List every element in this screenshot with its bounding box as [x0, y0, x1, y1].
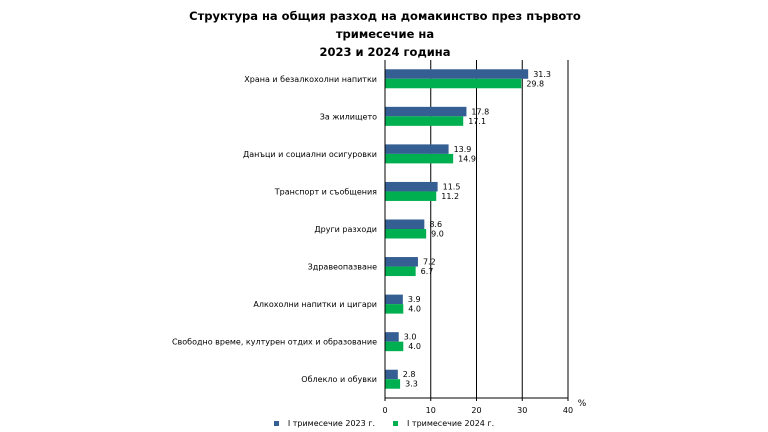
bar-series2 [385, 191, 437, 201]
x-tick-label: 20 [471, 406, 481, 415]
bar-series1 [385, 332, 399, 342]
bar-series1 [385, 294, 403, 305]
data-label: 4.0 [408, 342, 421, 351]
data-label: 31.3 [533, 70, 551, 79]
data-label: 11.5 [443, 182, 461, 191]
data-label: 8.6 [429, 220, 442, 229]
legend-item-2023: I тримесечие 2023 г. [273, 419, 375, 428]
unit-label: % [578, 399, 587, 409]
bar-series1 [385, 257, 418, 267]
data-label: 3.0 [404, 333, 417, 342]
bar-series1 [385, 219, 425, 229]
data-label: 9.0 [431, 230, 444, 239]
legend-swatch-2024 [393, 421, 398, 426]
bar-series2 [385, 153, 454, 164]
category-label: Алкохолни напитки и цигари [253, 300, 377, 309]
category-label: Данъци и социални осигуровки [243, 150, 377, 159]
legend-label-2024: I тримесечие 2024 г. [407, 419, 495, 428]
category-label: Транспорт и съобщения [274, 187, 377, 196]
data-label: 3.9 [408, 295, 421, 304]
bar-series1 [385, 181, 438, 192]
data-label: 3.3 [405, 380, 418, 389]
category-label: Облекло и обувки [301, 375, 377, 384]
data-label: 2.8 [403, 370, 416, 379]
chart-title-line-2: 2023 и 2024 година [319, 45, 451, 59]
bar-series2 [385, 229, 427, 239]
bar-series1 [385, 69, 529, 79]
data-label: 17.8 [471, 107, 489, 116]
legend-label-2023: I тримесечие 2023 г. [287, 419, 375, 428]
data-label: 11.2 [441, 192, 459, 201]
category-label: Свободно време, културен отдих и образов… [172, 338, 377, 347]
bar-series1 [385, 144, 449, 154]
bar-series2 [385, 341, 404, 352]
bar-series2 [385, 266, 416, 277]
legend-swatch-2023 [273, 421, 279, 426]
bar-series1 [385, 369, 398, 380]
bar-series2 [385, 304, 404, 314]
bar-series2 [385, 379, 401, 389]
data-label: 4.0 [408, 305, 421, 314]
x-tick-label: 0 [382, 406, 387, 415]
data-label: 13.9 [454, 145, 472, 154]
data-label: 6.7 [421, 267, 434, 276]
data-label: 29.8 [526, 79, 544, 88]
legend-item-2024: I тримесечие 2024 г. [393, 419, 494, 428]
x-tick-label: 30 [517, 406, 527, 415]
bar-series1 [385, 106, 467, 117]
chart-title: Структура на общия разход на домакинство… [150, 7, 620, 61]
data-label: 7.2 [423, 258, 436, 267]
data-label: 14.9 [458, 154, 476, 163]
x-tick-label: 10 [426, 406, 436, 415]
data-label: 17.1 [468, 117, 486, 126]
category-label: Други разходи [314, 225, 377, 234]
category-label: Храна и безалкохолни напитки [244, 75, 377, 84]
chart-legend: I тримесечие 2023 г. I тримесечие 2024 г… [0, 419, 768, 428]
bar-series2 [385, 78, 522, 89]
bar-series2 [385, 116, 464, 126]
category-label: Здравеопазване [308, 263, 377, 272]
x-tick-label: 40 [563, 406, 573, 415]
category-label: За жилището [320, 112, 377, 121]
chart-title-line-1: Структура на общия разход на домакинство… [189, 9, 581, 41]
